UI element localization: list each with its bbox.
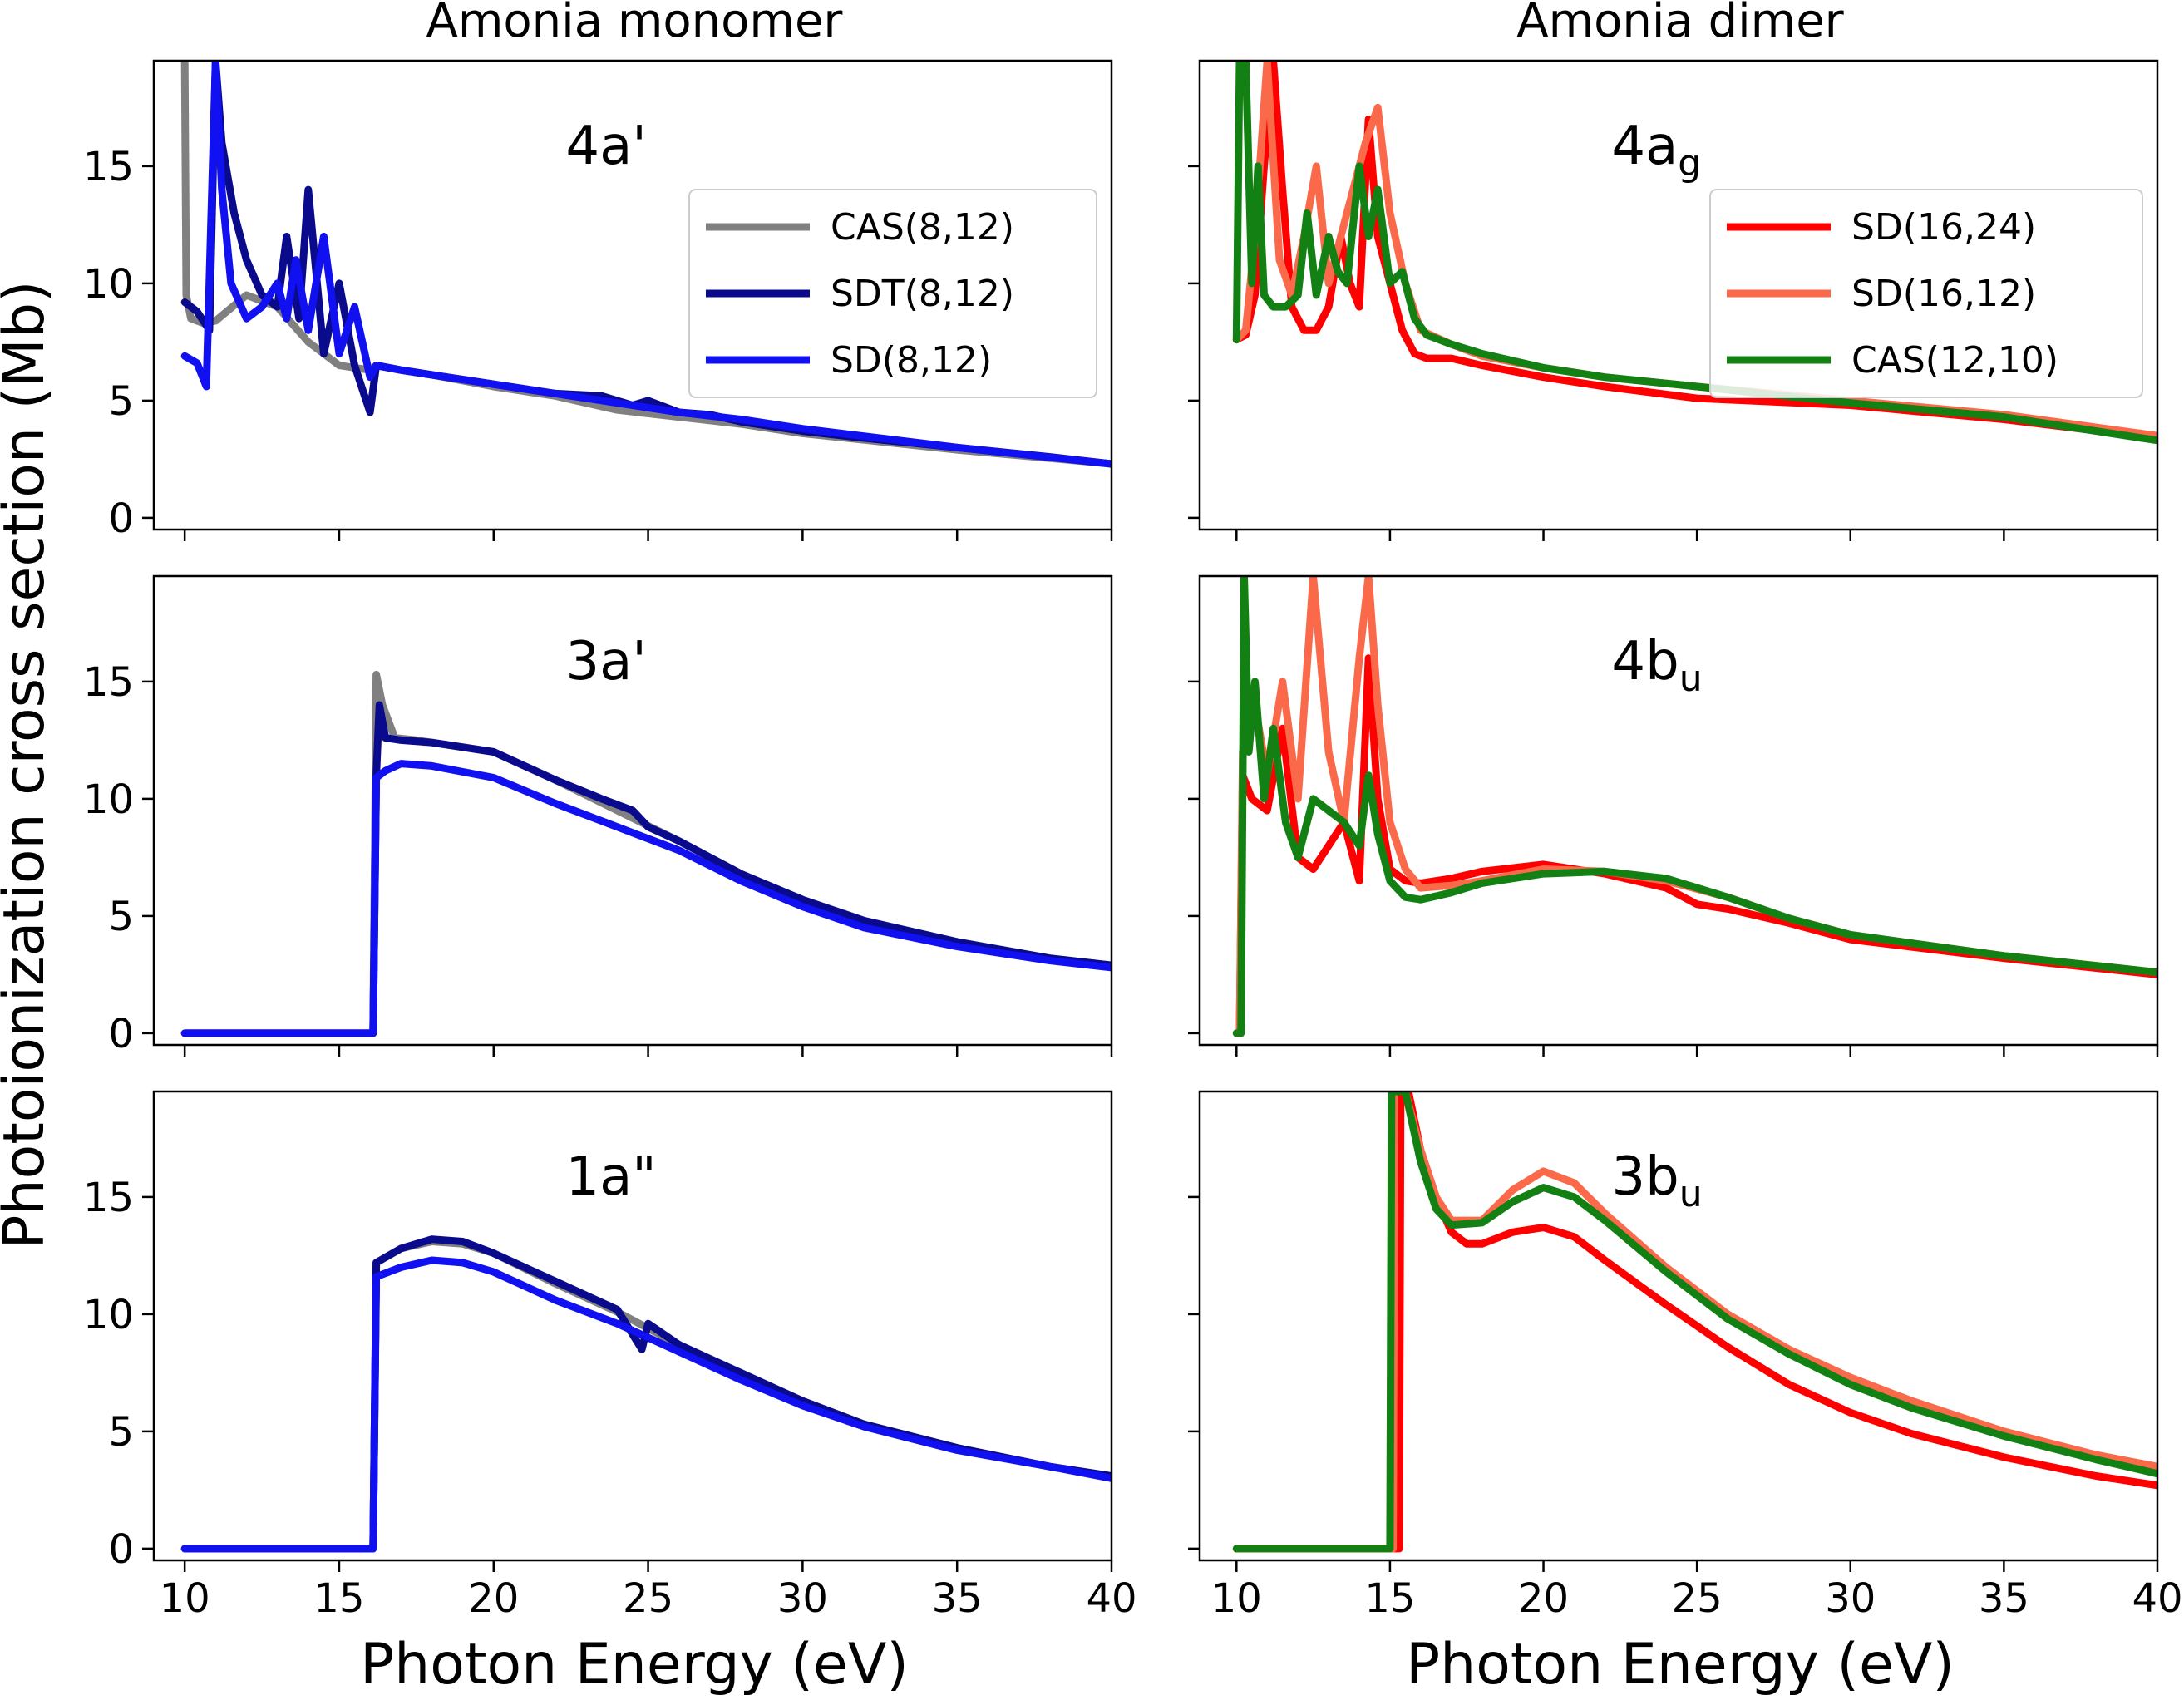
x-tick-label: 35 (1979, 1575, 2029, 1622)
y-tick-label: 0 (108, 495, 134, 542)
plot-frame (1198, 574, 2159, 1047)
panel-label-subscript: u (1679, 658, 1703, 700)
panel-5: 10 15 20 25 30 35 40 3bu (1188, 1090, 2183, 1622)
panel-3: 4ag SD(16,24) SD(16,12) CAS(12,10) (1188, 59, 2159, 541)
series-group (1232, 576, 2157, 1037)
y-tick-label: 0 (108, 1011, 134, 1057)
plot-frame (152, 59, 1113, 531)
legend-entry: SDT(8,12) (831, 273, 1014, 315)
panel-label: 3a' (565, 631, 647, 692)
plot-frame (152, 574, 1113, 1047)
x-tick-label: 40 (2132, 1575, 2182, 1622)
legend: CAS(8,12) SDT(8,12) SD(8,12) (688, 189, 1097, 398)
legend-entry: CAS(8,12) (831, 206, 1014, 249)
col-title-monomer: Amonia monomer (426, 0, 844, 48)
x-tick-label: 30 (777, 1575, 828, 1622)
series-line-sdt-8-12- (180, 701, 1112, 1037)
x-axis-label-dimer: Photon Energy (eV) (1406, 1632, 1955, 1698)
y-tick-label: 15 (83, 144, 134, 190)
x-tick-label: 35 (932, 1575, 983, 1622)
x-tick-label: 25 (623, 1575, 673, 1622)
series-group (180, 670, 1112, 1037)
plot-frame (1198, 59, 2159, 531)
panel-label-base: 4a (1611, 116, 1678, 177)
series-line-sd-8-12- (180, 760, 1112, 1037)
panel-label: 3bu (1611, 1146, 1702, 1215)
legend-entry: CAS(12,10) (1851, 339, 2058, 382)
y-tick-label: 15 (83, 659, 134, 706)
panel-label: 4bu (1611, 631, 1702, 700)
series-group (1232, 61, 2157, 445)
x-tick-label: 30 (1825, 1575, 1876, 1622)
y-tick-label: 5 (108, 378, 134, 425)
panel-label-base: 1a" (565, 1146, 656, 1208)
x-tick-label: 10 (1211, 1575, 1262, 1622)
panel-label-base: 4a' (565, 116, 647, 177)
plot-frame (152, 1090, 1113, 1562)
y-tick-label: 5 (108, 894, 134, 940)
legend-box (688, 189, 1097, 398)
series-line-cas-12-10- (1232, 1091, 2157, 1553)
panel-label: 4ag (1611, 116, 1701, 185)
series-group (180, 61, 1112, 468)
panel-label: 4a' (565, 116, 647, 177)
y-tick-label: 10 (83, 261, 134, 308)
col-title-dimer: Amonia dimer (1516, 0, 1844, 48)
series-line-sd-8-12- (180, 1256, 1112, 1553)
series-line-cas-12-10- (1232, 61, 2157, 445)
y-tick-label: 10 (83, 776, 134, 823)
panel-4: 4bu (1188, 574, 2159, 1057)
series-line-sd-16-24- (1232, 61, 2157, 442)
series-line-cas-12-10- (1232, 576, 2157, 1037)
plot-frame (1198, 1090, 2159, 1562)
x-tick-label: 20 (1518, 1575, 1569, 1622)
legend-entry: SD(16,24) (1851, 206, 2036, 249)
panel-2: 10 15 20 25 30 35 40 0 5 10 15 1a" (83, 1090, 1137, 1622)
y-tick-label: 0 (108, 1526, 134, 1573)
x-tick-label: 15 (1364, 1575, 1415, 1622)
y-axis-label: Photoionization cross section (Mb) (0, 280, 57, 1249)
panel-label-subscript: u (1679, 1173, 1703, 1215)
panel-label-subscript: g (1678, 142, 1701, 185)
legend-entry: SD(16,12) (1851, 273, 2036, 315)
y-tick-label: 5 (108, 1409, 134, 1456)
x-axis-label-monomer: Photon Energy (eV) (360, 1632, 909, 1698)
x-tick-label: 15 (313, 1575, 364, 1622)
x-tick-label: 10 (160, 1575, 210, 1622)
panel-0: 0 5 10 15 4a' CAS(8,12) SDT(8,12) SD(8,12) (83, 59, 1113, 542)
y-tick-label: 10 (83, 1292, 134, 1338)
series-line-sd-8-12- (180, 61, 1112, 468)
panel-label-base: 3a' (565, 631, 647, 692)
x-tick-label: 40 (1086, 1575, 1136, 1622)
panel-label: 1a" (565, 1146, 656, 1208)
legend-box (1709, 189, 2143, 398)
panel-1: 0 5 10 15 3a' (83, 574, 1113, 1057)
series-group (1232, 1091, 2157, 1553)
y-tick-label: 15 (83, 1175, 134, 1221)
x-tick-label: 25 (1672, 1575, 1723, 1622)
series-group (180, 1235, 1112, 1553)
legend: SD(16,24) SD(16,12) CAS(12,10) (1709, 189, 2143, 398)
x-tick-label: 20 (468, 1575, 519, 1622)
legend-entry: SD(8,12) (831, 339, 992, 382)
panel-label-base: 4b (1611, 631, 1679, 692)
panel-label-base: 3b (1611, 1146, 1679, 1208)
